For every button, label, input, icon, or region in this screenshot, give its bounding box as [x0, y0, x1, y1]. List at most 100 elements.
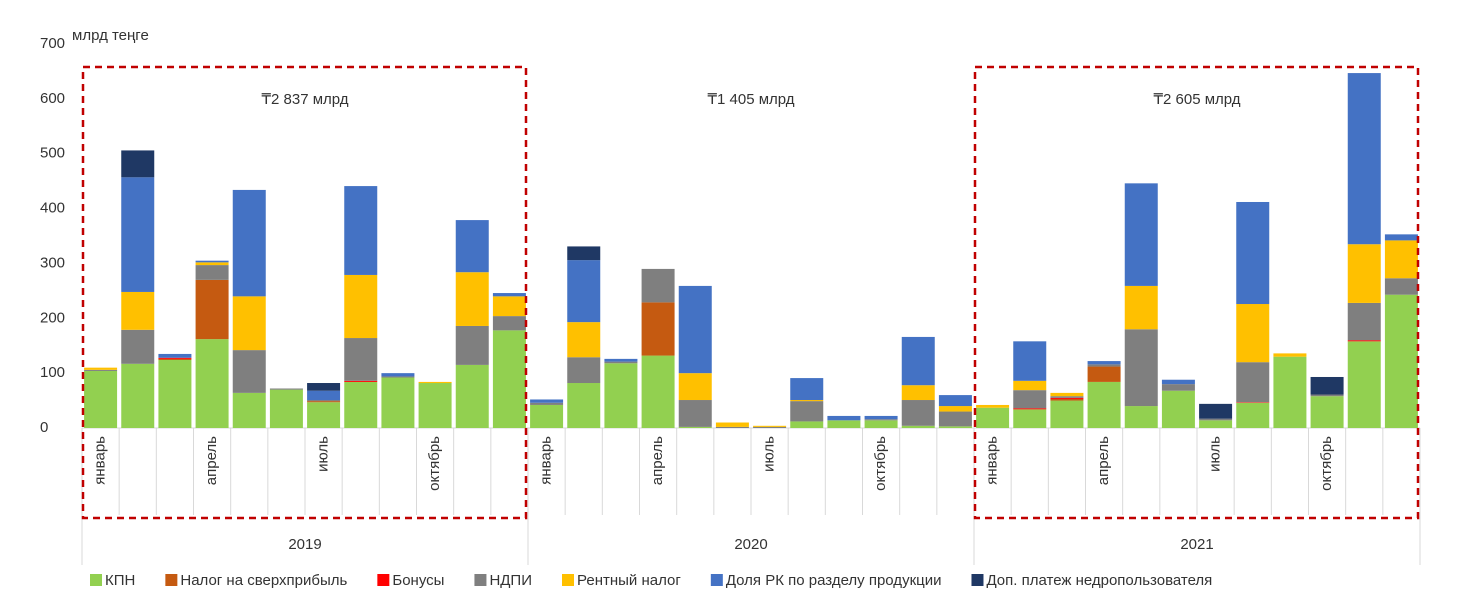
bar-segment — [976, 407, 1010, 428]
bar-segment — [530, 399, 564, 403]
x-tick-label: июль — [315, 436, 332, 472]
legend-swatch — [971, 574, 984, 586]
bar-segment — [1087, 366, 1121, 382]
y-tick-label: 600 — [40, 90, 65, 107]
bar-segment — [121, 150, 155, 178]
bar-segment — [195, 262, 229, 266]
x-tick-label: январь — [538, 436, 555, 485]
bar-segment — [455, 325, 489, 365]
bar-segment — [121, 329, 155, 364]
annotation: ₸2 605 млрд — [1153, 91, 1240, 108]
bar-segment — [1050, 396, 1084, 398]
bar-segment — [158, 353, 192, 358]
y-tick-label: 100 — [40, 364, 65, 381]
bar-segment — [1310, 396, 1344, 428]
bar-segment — [715, 426, 749, 428]
legend-label: Рентный налог — [577, 572, 681, 589]
bar-segment — [84, 369, 118, 371]
bar-segment — [1161, 384, 1195, 391]
bar-segment — [158, 358, 192, 360]
legend-swatch — [377, 574, 390, 586]
bar-segment — [567, 383, 601, 428]
bar-segment — [492, 316, 526, 331]
bar-segment — [790, 421, 824, 428]
x-tick-label: апрель — [203, 436, 220, 485]
bar-segment — [901, 336, 935, 386]
bar-segment — [1013, 390, 1047, 409]
bar-segment — [678, 373, 712, 401]
bar-segment — [567, 322, 601, 358]
bar-segment — [307, 400, 341, 402]
bar-segment — [344, 380, 378, 382]
bar-segment — [121, 177, 155, 292]
legend-label: Бонусы — [392, 572, 444, 589]
bar-segment — [1347, 73, 1381, 245]
bar-segment — [232, 392, 266, 428]
bar-segment — [84, 370, 118, 428]
bar-segment — [864, 420, 898, 428]
bar-segment — [1199, 403, 1233, 419]
bar-segment — [901, 385, 935, 401]
annotation: ₸1 405 млрд — [707, 91, 794, 108]
bar-segment — [864, 419, 898, 421]
x-tick-label: октябрь — [1318, 436, 1335, 491]
bar-segment — [604, 361, 638, 364]
bar-segment — [715, 422, 749, 427]
bar-segment — [1087, 364, 1121, 367]
y-tick-label: 500 — [40, 145, 65, 162]
bar-segment — [1087, 381, 1121, 428]
bar-segment — [530, 404, 564, 428]
y-tick-label: 700 — [40, 35, 65, 52]
bar-segment — [269, 389, 303, 428]
bar-segment — [678, 285, 712, 374]
bar-segment — [344, 186, 378, 275]
bar-segment — [790, 378, 824, 401]
legend-swatch — [474, 574, 487, 586]
bar-segment — [232, 189, 266, 297]
bar-segment — [195, 279, 229, 340]
bar-segment — [567, 260, 601, 323]
bar-segment — [901, 400, 935, 426]
bar-segment — [1161, 379, 1195, 385]
bar-segment — [678, 426, 712, 428]
legend-label: НДПИ — [489, 572, 532, 589]
bar-segment — [567, 357, 601, 384]
bar-segment — [864, 415, 898, 420]
x-tick-label: январь — [984, 436, 1001, 485]
bar-segment — [381, 376, 415, 378]
bar-segment — [492, 293, 526, 297]
legend-label: КПН — [105, 572, 135, 589]
annotation-box — [973, 65, 1420, 520]
bar-segment — [455, 272, 489, 326]
bar-segment — [232, 350, 266, 393]
bar-segment — [418, 381, 452, 384]
bar-segment — [121, 291, 155, 330]
bar-segment — [678, 400, 712, 427]
bar-segment — [1384, 240, 1418, 279]
bar-segment — [1236, 402, 1270, 428]
bar-segment — [1273, 353, 1307, 357]
bar-segment — [1013, 409, 1047, 428]
bar-segment — [307, 401, 341, 403]
year-label: 2019 — [288, 536, 321, 553]
year-label: 2021 — [1180, 536, 1213, 553]
bar-segment — [901, 425, 935, 428]
bar-segment — [1236, 362, 1270, 403]
y-tick-label: 0 — [40, 419, 48, 436]
bar-segment — [158, 357, 192, 359]
bar-segment — [1310, 376, 1344, 395]
bar-segment — [1384, 234, 1418, 241]
bar-segment — [641, 268, 675, 303]
bar-segment — [269, 388, 303, 390]
bar-segment — [641, 302, 675, 356]
bar-segment — [1013, 341, 1047, 381]
y-axis-label: млрд теңге — [72, 27, 149, 44]
bar-segment — [604, 358, 638, 362]
bar-segment — [195, 260, 229, 263]
y-tick-label: 300 — [40, 254, 65, 271]
bar-segment — [567, 246, 601, 261]
y-tick-label: 400 — [40, 200, 65, 217]
bar-segment — [381, 377, 415, 428]
bar-segment — [938, 406, 972, 412]
bar-segment — [604, 363, 638, 428]
